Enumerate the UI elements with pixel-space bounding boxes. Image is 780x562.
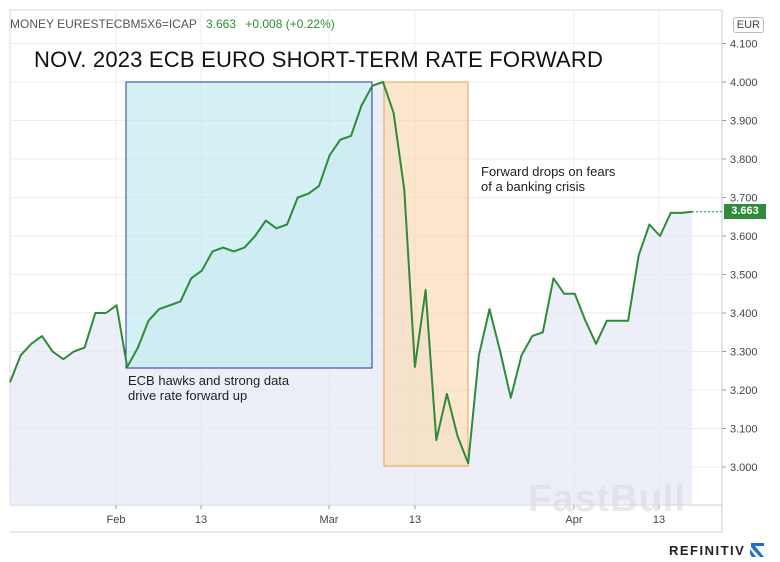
y-tick-label: 3.600 xyxy=(730,231,758,243)
series-line xyxy=(9,81,693,465)
y-tick-label: 4.100 xyxy=(730,39,758,51)
x-tick-label: 13 xyxy=(653,514,665,526)
y-tick-label: 3.500 xyxy=(730,270,758,282)
annotation-hawks-line-1: ECB hawks and strong data xyxy=(128,373,290,388)
last-value-badge: 3.663 xyxy=(724,204,766,219)
highlight-box-hawks xyxy=(125,81,373,369)
y-tick-label: 3.100 xyxy=(730,424,758,436)
annotation-crisis-line-1: Forward drops on fears xyxy=(481,164,616,179)
ticker-value: 3.663 xyxy=(205,17,236,31)
y-tick-label: 3.200 xyxy=(730,385,758,397)
annotation-crisis: Forward drops on fears of a banking cris… xyxy=(481,164,615,194)
y-tick-label: 3.000 xyxy=(730,462,758,474)
x-tick-label: 13 xyxy=(195,514,207,526)
y-tick-label: 3.400 xyxy=(730,308,758,320)
y-tick-label: 4.000 xyxy=(730,77,758,89)
chart-title: NOV. 2023 ECB EURO SHORT-TERM RATE FORWA… xyxy=(34,47,604,72)
ticker-change: +0.008 (+0.22%) xyxy=(245,17,335,31)
brand-label: REFINITIV xyxy=(669,543,746,558)
y-tick-label: 3.700 xyxy=(730,193,758,205)
x-tick-label: Apr xyxy=(565,514,582,526)
x-tick-label: Mar xyxy=(320,514,339,526)
annotation-hawks-line-2: drive rate forward up xyxy=(128,388,248,403)
currency-badge[interactable]: EUR xyxy=(732,17,764,33)
annotation-crisis-line-2: of a banking crisis xyxy=(481,179,586,194)
annotation-hawks: ECB hawks and strong data drive rate for… xyxy=(128,373,289,403)
y-tick-label: 3.300 xyxy=(730,347,758,359)
y-tick-label: 3.900 xyxy=(730,116,758,128)
watermark-logo: FastBull xyxy=(528,478,686,520)
refinitiv-logo-icon xyxy=(750,543,764,557)
ticker-info: MONEY EURESTECBM5X6=ICAP 3.663 +0.008 (+… xyxy=(10,17,335,31)
ticker-symbol: MONEY EURESTECBM5X6=ICAP xyxy=(10,17,197,31)
x-tick-label: Feb xyxy=(107,514,126,526)
y-tick-label: 3.800 xyxy=(730,154,758,166)
x-tick-label: 13 xyxy=(409,514,421,526)
